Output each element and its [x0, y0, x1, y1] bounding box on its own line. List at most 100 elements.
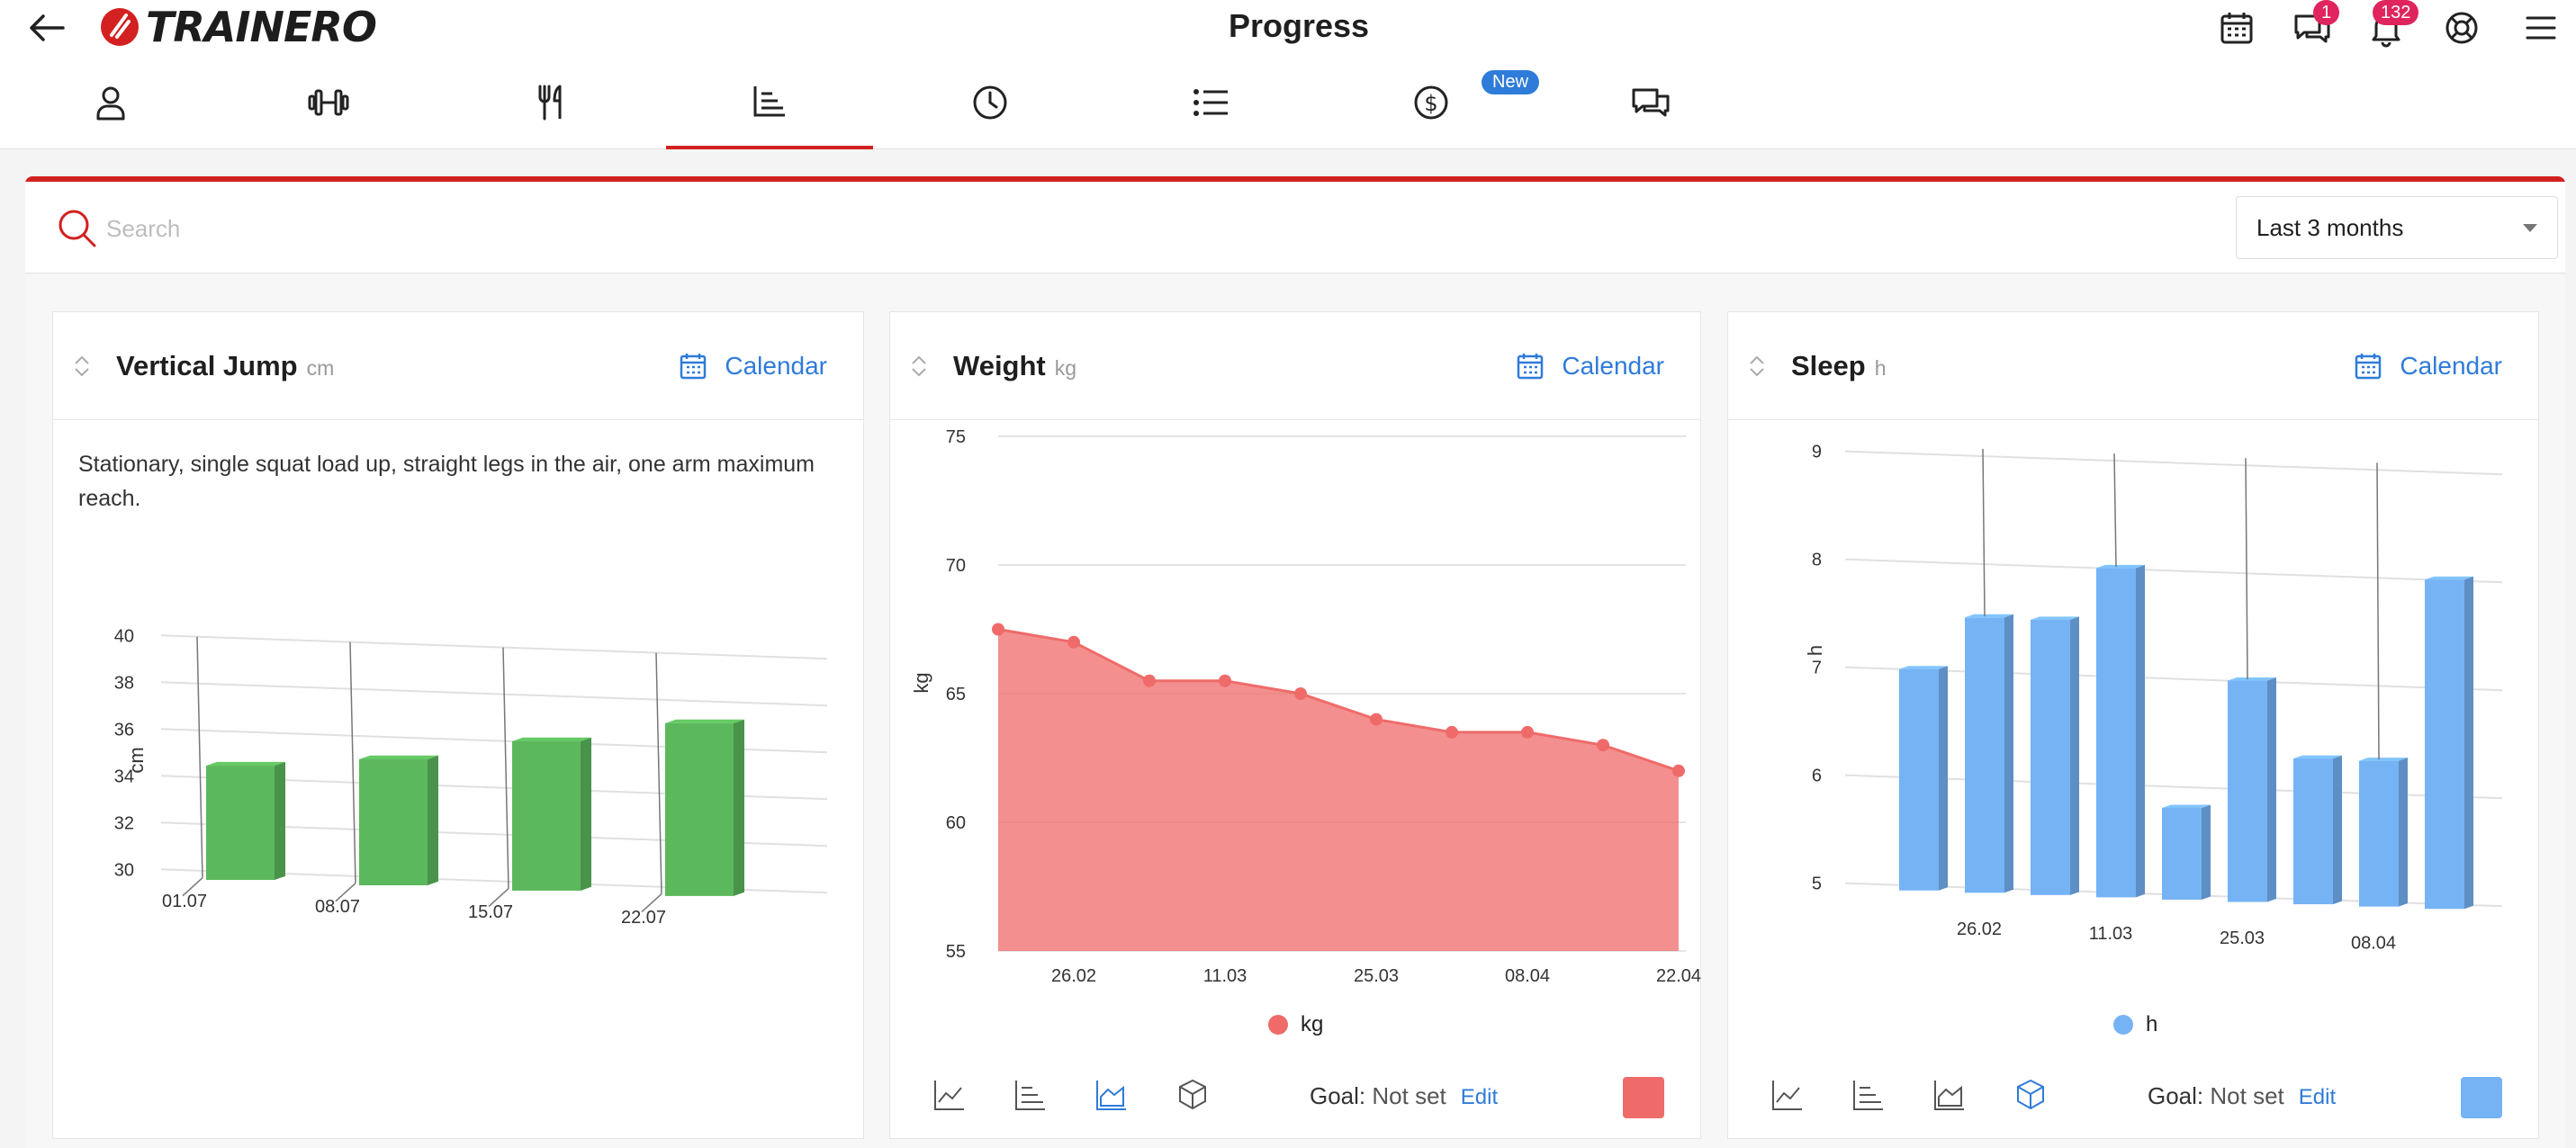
goal-text: Goal: Not set Edit [2148, 1082, 2336, 1110]
card-unit: kg [1054, 356, 1077, 380]
bar-front [2162, 807, 2202, 900]
new-badge: New [1482, 70, 1540, 94]
support-lifebuoy-icon[interactable] [2441, 7, 2482, 49]
period-select-value: Last 3 months [2256, 213, 2404, 241]
line-chart-icon[interactable] [932, 1077, 971, 1117]
period-select[interactable]: Last 3 months [2236, 196, 2558, 259]
3d-cube-icon[interactable] [2013, 1077, 2052, 1117]
tab-nutrition[interactable] [447, 56, 654, 149]
y-tick-label: 38 [114, 673, 134, 693]
dumbbell-icon [308, 89, 349, 116]
bar-front [1899, 668, 1939, 891]
bar-chart-icon[interactable] [1851, 1077, 1890, 1117]
data-point [1219, 674, 1231, 687]
line-chart-icon[interactable] [1770, 1077, 1809, 1117]
exercise-description: Stationary, single squat load up, straig… [78, 452, 815, 511]
bar-side [2070, 616, 2079, 895]
y-tick-label: 7 [1812, 659, 1822, 678]
drop-line [641, 892, 662, 913]
calendar-button-label: Calendar [725, 352, 827, 380]
trainero-logo[interactable]: TRAINERO [99, 2, 377, 52]
clock-icon [973, 85, 1007, 120]
y-tick-label: 70 [946, 556, 966, 576]
calendar-button[interactable]: Calendar [680, 352, 827, 381]
legend-label: kg [1301, 1012, 1324, 1036]
chart-color-swatch[interactable] [2461, 1077, 2502, 1118]
dollar-icon: $ [1414, 85, 1448, 120]
y-axis-label: cm [125, 747, 148, 773]
fork-knife-icon [538, 85, 562, 121]
bar-chart-icon[interactable] [1013, 1077, 1052, 1117]
chart-legend[interactable]: h [2113, 1012, 2157, 1037]
y-tick-label: 60 [946, 813, 966, 833]
edit-goal-link[interactable]: Edit [2298, 1085, 2337, 1109]
data-point [992, 623, 1004, 636]
tab-lists[interactable] [1107, 56, 1314, 149]
back-arrow-icon[interactable] [27, 13, 67, 43]
bar-top [2359, 758, 2408, 761]
y-tick-label: 65 [946, 685, 966, 704]
drag-handle-icon[interactable] [1748, 354, 1766, 379]
calendar-button[interactable]: Calendar [2355, 352, 2502, 381]
bar-side [2464, 576, 2473, 910]
logo-text: TRAINERO [146, 3, 377, 51]
chart-bar [2162, 804, 2211, 900]
chevron-down-icon [2523, 224, 2537, 232]
tab-payments[interactable]: $ [1328, 56, 1535, 149]
tab-chat[interactable] [1548, 56, 1755, 149]
drop-line [196, 636, 203, 878]
drag-handle-icon[interactable] [910, 354, 928, 379]
calendar-button-label: Calendar [1562, 352, 1664, 380]
area-chart-icon[interactable] [1932, 1077, 1971, 1117]
tab-progress[interactable] [666, 56, 873, 149]
bar-front [2096, 568, 2136, 898]
bar-front [2228, 680, 2267, 902]
calendar-button[interactable]: Calendar [1517, 352, 1664, 381]
legend-dot [1268, 1015, 1288, 1035]
goal-label: Goal: [1310, 1082, 1366, 1109]
tab-profile[interactable] [7, 56, 214, 149]
tab-history[interactable] [887, 56, 1094, 149]
bar-side [2202, 804, 2211, 900]
goal-text: Goal: Not set Edit [1310, 1082, 1498, 1110]
chart-bar [2096, 564, 2145, 898]
data-point [1067, 635, 1080, 649]
hamburger-menu-icon[interactable] [2520, 7, 2562, 49]
card-title: Sleep h [1791, 350, 1887, 382]
calendar-icon[interactable] [2216, 7, 2257, 49]
logo-icon [101, 8, 139, 46]
calendar-icon [1518, 354, 1544, 380]
bar-front [1965, 617, 2004, 893]
card-unit: cm [306, 356, 335, 380]
calendar-icon [2355, 354, 2382, 380]
tab-workouts[interactable] [225, 56, 432, 149]
drop-line [1982, 448, 1986, 617]
card-weight: Weight kg Calendar 55 60 65 70 75 kg 26.02 11.03… [889, 311, 1701, 1139]
bar-side [1939, 666, 1948, 891]
drag-handle-icon[interactable] [73, 354, 91, 379]
y-tick-label: 40 [114, 626, 134, 646]
y-axis-label: kg [910, 672, 932, 693]
card-sleep: Sleep h Calendar 5 6 7 8 9 h 26.02 11.03 25.03 08.… [1727, 311, 2539, 1139]
drop-line [349, 641, 356, 883]
card-footer: Goal: Not set Edit [1728, 1077, 2538, 1140]
grid-line [1844, 666, 2503, 692]
goal-value: Not set [1372, 1082, 1446, 1109]
bar-side [581, 737, 591, 891]
bar-side [275, 761, 285, 881]
data-point [1143, 674, 1156, 687]
3d-cube-icon[interactable] [1175, 1077, 1214, 1117]
x-tick-label: 26.02 [1957, 919, 2002, 939]
search-input[interactable] [106, 209, 1186, 248]
card-title-text: Sleep [1791, 350, 1866, 381]
chart-legend[interactable]: kg [1268, 1012, 1323, 1037]
bar-side [734, 719, 744, 896]
area-chart-icon[interactable] [1094, 1077, 1133, 1117]
bar-side [2267, 677, 2276, 902]
edit-goal-link[interactable]: Edit [1460, 1085, 1499, 1109]
data-point [1597, 739, 1609, 752]
drop-line [502, 647, 509, 889]
bar-top [359, 755, 438, 759]
chart-color-swatch[interactable] [1623, 1077, 1664, 1118]
calendar-icon [680, 354, 707, 380]
